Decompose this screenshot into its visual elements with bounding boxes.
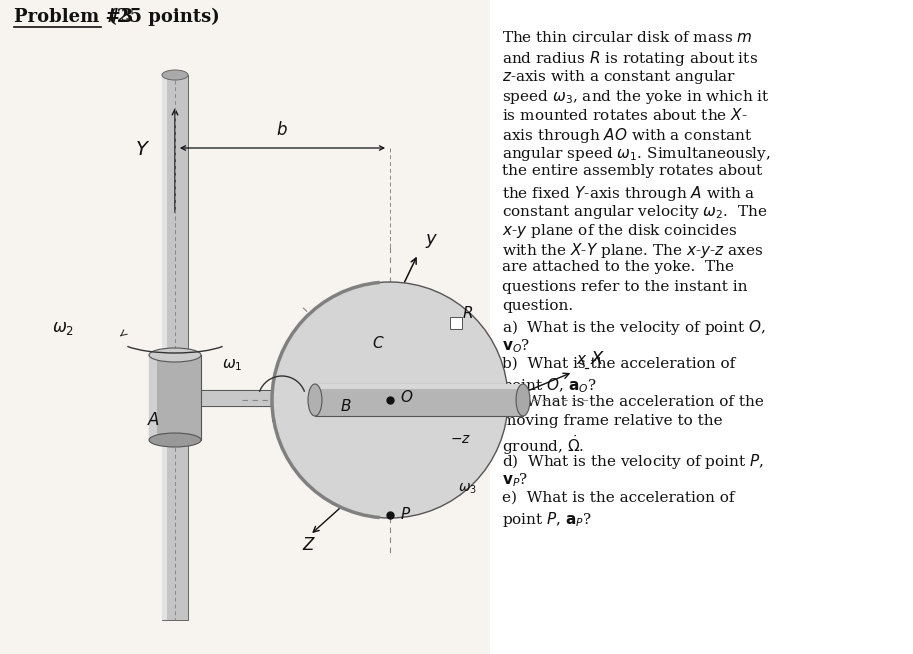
Text: constant angular velocity $\omega_2$.  The: constant angular velocity $\omega_2$. Th…: [502, 203, 768, 221]
Text: $x$-$y$ plane of the disk coincides: $x$-$y$ plane of the disk coincides: [502, 222, 738, 240]
Text: (25 points): (25 points): [102, 8, 220, 26]
Text: moving frame relative to the: moving frame relative to the: [502, 414, 722, 428]
Text: $\omega_2$: $\omega_2$: [52, 320, 74, 337]
Polygon shape: [0, 0, 490, 654]
Ellipse shape: [149, 348, 201, 362]
Text: e)  What is the acceleration of: e) What is the acceleration of: [502, 490, 734, 505]
Text: angular speed $\omega_1$. Simultaneously,: angular speed $\omega_1$. Simultaneously…: [502, 145, 771, 164]
Text: b)  What is the acceleration of: b) What is the acceleration of: [502, 356, 735, 370]
Polygon shape: [490, 0, 913, 654]
Ellipse shape: [162, 70, 188, 80]
Text: the entire assembly rotates about: the entire assembly rotates about: [502, 164, 762, 179]
Text: a)  What is the velocity of point $O$,: a) What is the velocity of point $O$,: [502, 318, 766, 337]
Text: The thin circular disk of mass $m$: The thin circular disk of mass $m$: [502, 30, 752, 45]
Text: $B$: $B$: [340, 398, 352, 414]
Ellipse shape: [516, 384, 530, 416]
Text: questions refer to the instant in: questions refer to the instant in: [502, 280, 748, 294]
Polygon shape: [315, 384, 523, 416]
Text: question.: question.: [502, 299, 573, 313]
Text: $b$: $b$: [276, 121, 288, 139]
Text: Problem #3: Problem #3: [14, 8, 133, 26]
Text: $C$: $C$: [372, 335, 384, 351]
Text: c)  What is the acceleration of the: c) What is the acceleration of the: [502, 395, 764, 409]
Text: $x$: $x$: [576, 353, 588, 367]
Text: point $O$, $\mathbf{a}_O$?: point $O$, $\mathbf{a}_O$?: [502, 375, 597, 394]
Text: axis through $AO$ with a constant: axis through $AO$ with a constant: [502, 126, 752, 145]
Text: with the $X$-$Y$ plane. The $x$-$y$-$z$ axes: with the $X$-$Y$ plane. The $x$-$y$-$z$ …: [502, 241, 763, 260]
Text: speed $\omega_3$, and the yoke in which it: speed $\omega_3$, and the yoke in which …: [502, 88, 770, 105]
Text: d)  What is the velocity of point $P$,: d) What is the velocity of point $P$,: [502, 453, 764, 472]
Text: point $P$, $\mathbf{a}_P$?: point $P$, $\mathbf{a}_P$?: [502, 510, 593, 529]
Polygon shape: [315, 384, 523, 389]
Text: $y$: $y$: [425, 232, 438, 250]
Text: $P$: $P$: [400, 506, 411, 522]
Text: $Y$: $Y$: [135, 141, 150, 159]
Text: are attached to the yoke.  The: are attached to the yoke. The: [502, 260, 734, 275]
Circle shape: [272, 282, 508, 518]
Ellipse shape: [149, 433, 201, 447]
Text: $O$: $O$: [400, 389, 414, 405]
Text: $Z$: $Z$: [302, 537, 316, 554]
Text: $R$: $R$: [462, 305, 473, 321]
Circle shape: [338, 386, 362, 410]
Text: is mounted rotates about the $X$-: is mounted rotates about the $X$-: [502, 107, 748, 123]
Polygon shape: [162, 75, 167, 620]
Text: $\mathbf{v}_O$?: $\mathbf{v}_O$?: [502, 337, 530, 355]
Text: $\omega_3$: $\omega_3$: [458, 482, 477, 496]
Text: $z$-axis with a constant angular: $z$-axis with a constant angular: [502, 69, 736, 86]
Ellipse shape: [308, 384, 322, 416]
Text: and radius $R$ is rotating about its: and radius $R$ is rotating about its: [502, 49, 758, 68]
Text: $X$: $X$: [590, 350, 605, 368]
Polygon shape: [149, 355, 201, 440]
Polygon shape: [162, 75, 188, 620]
Text: $\mathbf{v}_P$?: $\mathbf{v}_P$?: [502, 472, 529, 489]
Text: $-z$: $-z$: [450, 432, 471, 446]
Text: $\omega_1$: $\omega_1$: [222, 357, 243, 373]
Polygon shape: [149, 355, 157, 440]
Text: $A$: $A$: [147, 412, 160, 429]
Text: ground, $\dot{\Omega}$.: ground, $\dot{\Omega}$.: [502, 433, 584, 457]
Text: the fixed $Y$-axis through $A$ with a: the fixed $Y$-axis through $A$ with a: [502, 184, 756, 203]
